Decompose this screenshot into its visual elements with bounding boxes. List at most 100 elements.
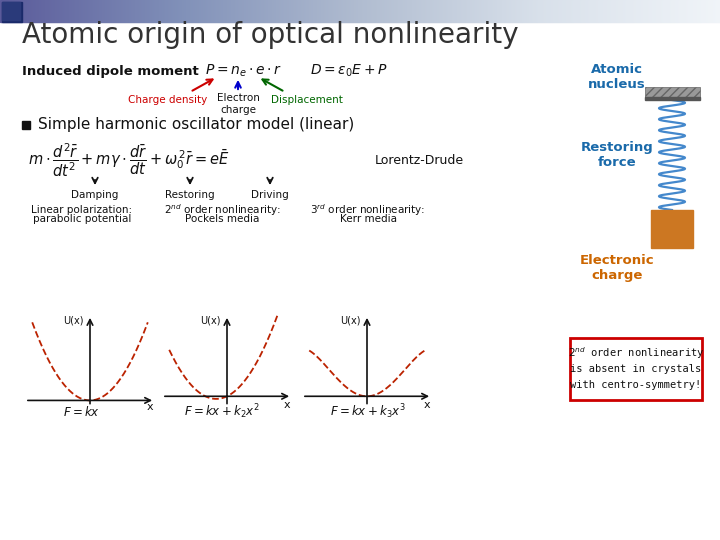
Bar [350, 0, 351, 22]
Bar [643, 0, 644, 22]
Bar [576, 0, 577, 22]
Bar [273, 0, 274, 22]
Bar [369, 0, 370, 22]
Bar [615, 0, 616, 22]
Text: Restoring
force: Restoring force [580, 141, 653, 169]
Bar [13, 0, 14, 22]
Bar [525, 0, 526, 22]
Bar [704, 0, 705, 22]
Bar [522, 0, 523, 22]
Bar [485, 0, 486, 22]
Bar [412, 0, 413, 22]
Bar [517, 0, 518, 22]
Bar [524, 0, 525, 22]
Bar [568, 0, 569, 22]
Bar [60, 0, 61, 22]
Bar [213, 0, 214, 22]
Bar [289, 0, 290, 22]
Bar [632, 0, 633, 22]
Bar [637, 0, 638, 22]
Bar [156, 0, 157, 22]
Bar [374, 0, 375, 22]
Bar [366, 0, 367, 22]
Bar [549, 0, 550, 22]
Bar [493, 0, 494, 22]
Bar [68, 0, 69, 22]
Bar [507, 0, 508, 22]
Bar [515, 0, 516, 22]
Bar [587, 0, 588, 22]
Bar [687, 0, 688, 22]
Bar [220, 0, 221, 22]
Bar [528, 0, 529, 22]
Bar [314, 0, 315, 22]
Bar [365, 0, 366, 22]
Bar [557, 0, 558, 22]
Bar [27, 0, 28, 22]
Bar [204, 0, 205, 22]
Text: Lorentz-Drude: Lorentz-Drude [375, 153, 464, 166]
Bar [34, 0, 35, 22]
Bar [435, 0, 436, 22]
Bar [345, 0, 346, 22]
Bar [96, 0, 97, 22]
Bar [527, 0, 528, 22]
Bar [398, 0, 399, 22]
Bar [340, 0, 341, 22]
Bar [459, 0, 460, 22]
Bar [628, 0, 629, 22]
Bar [379, 0, 380, 22]
Bar [617, 0, 618, 22]
Bar [236, 0, 237, 22]
Bar [672, 0, 673, 22]
Bar [555, 0, 556, 22]
Bar [569, 0, 570, 22]
Bar [391, 0, 392, 22]
Bar [25, 0, 26, 22]
Bar [295, 0, 296, 22]
Bar [661, 0, 662, 22]
Bar [55, 0, 56, 22]
Bar [229, 0, 230, 22]
Bar [593, 0, 594, 22]
Bar [367, 0, 368, 22]
Bar [556, 0, 557, 22]
Bar [123, 0, 124, 22]
Bar [172, 0, 173, 22]
Bar [171, 0, 172, 22]
Bar [620, 0, 621, 22]
Bar [561, 0, 562, 22]
Bar [611, 0, 612, 22]
Bar [251, 0, 252, 22]
Bar [255, 0, 256, 22]
Bar [417, 0, 418, 22]
Bar [223, 0, 224, 22]
Bar [259, 0, 260, 22]
Text: $D = \varepsilon_0 E + P$: $D = \varepsilon_0 E + P$ [310, 63, 388, 79]
Bar [616, 0, 617, 22]
Bar [51, 0, 52, 22]
Bar [408, 0, 409, 22]
Bar [431, 0, 432, 22]
Bar [304, 0, 305, 22]
Bar [237, 0, 238, 22]
Bar [399, 0, 400, 22]
Bar [52, 0, 53, 22]
Bar [660, 0, 661, 22]
Bar [716, 0, 717, 22]
Bar [28, 0, 29, 22]
Bar [547, 0, 548, 22]
Bar [328, 0, 329, 22]
Bar [715, 0, 716, 22]
Text: $F = kx + k_2 x^2$: $F = kx + k_2 x^2$ [184, 403, 260, 421]
Bar [218, 0, 219, 22]
Bar [129, 0, 130, 22]
Bar [510, 0, 511, 22]
Bar [532, 0, 533, 22]
Bar [243, 0, 244, 22]
Bar [420, 0, 421, 22]
Bar [276, 0, 277, 22]
Bar [239, 0, 240, 22]
Bar [521, 0, 522, 22]
Bar [143, 0, 144, 22]
